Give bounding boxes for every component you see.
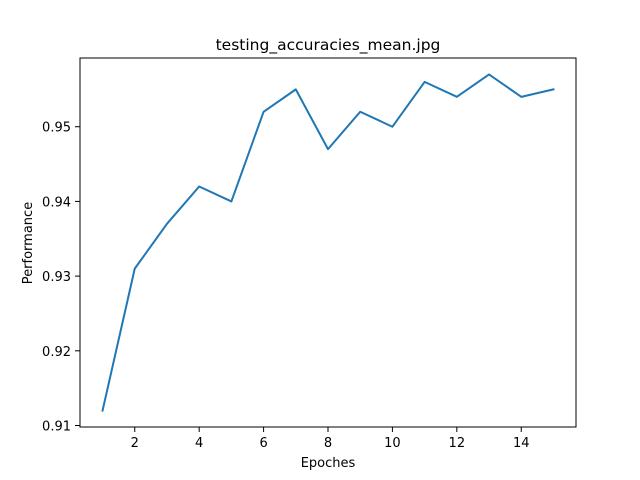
plot-area: 2 4 6 8 10 12 14 0.91 0.92 0.93 0.94 0.95 bbox=[42, 57, 577, 451]
x-tick-label: 10 bbox=[384, 436, 401, 451]
chart-title: testing_accuracies_mean.jpg bbox=[216, 36, 441, 55]
x-tick-label: 6 bbox=[259, 436, 267, 451]
series-line-1 bbox=[101, 73, 555, 412]
y-tick-label: 0.94 bbox=[42, 195, 71, 210]
y-tick-label: 0.95 bbox=[42, 121, 71, 136]
x-axis-label: Epoches bbox=[301, 456, 356, 471]
y-tick-label: 0.91 bbox=[42, 420, 71, 435]
x-tick-label: 2 bbox=[131, 436, 139, 451]
x-tick-label: 4 bbox=[195, 436, 203, 451]
y-axis-label: Performance bbox=[21, 202, 36, 284]
y-tick-label: 0.93 bbox=[42, 270, 71, 285]
x-tick-label: 8 bbox=[324, 436, 332, 451]
x-tick-label: 12 bbox=[449, 436, 466, 451]
y-tick-label: 0.92 bbox=[42, 345, 71, 360]
x-tick-label: 14 bbox=[513, 436, 530, 451]
